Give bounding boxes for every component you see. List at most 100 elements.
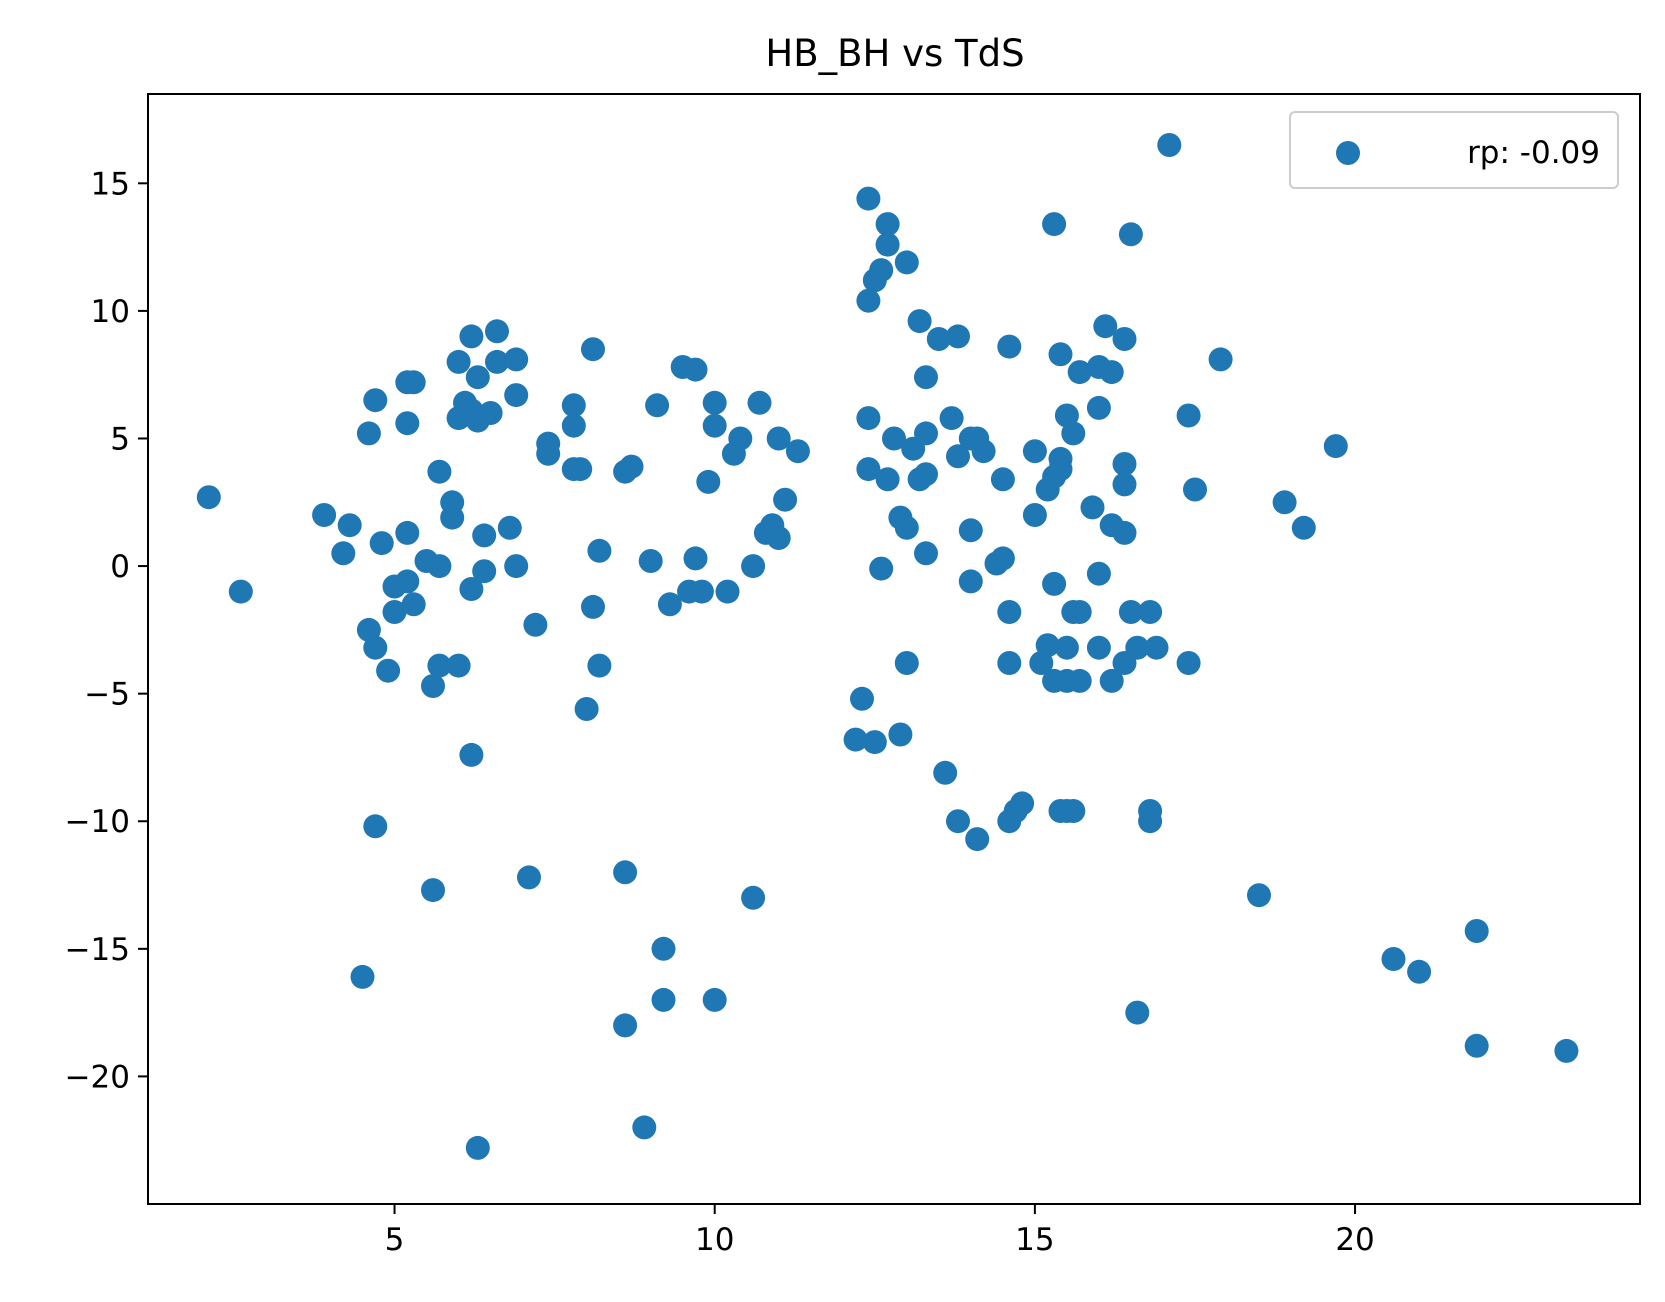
data-point xyxy=(363,388,388,413)
data-point xyxy=(914,541,938,566)
data-point xyxy=(862,730,887,755)
data-point xyxy=(702,413,727,438)
data-point xyxy=(395,569,420,594)
data-point xyxy=(1407,959,1432,984)
data-point xyxy=(702,987,727,1012)
data-point xyxy=(446,349,471,374)
x-tick-label: 20 xyxy=(1335,1222,1374,1258)
data-point xyxy=(401,592,426,617)
data-point xyxy=(1099,360,1124,385)
data-point xyxy=(1112,452,1137,476)
data-point xyxy=(715,579,740,604)
plot-area-frame xyxy=(147,93,1641,1205)
data-point xyxy=(683,546,708,571)
data-point xyxy=(1061,799,1086,823)
data-point xyxy=(1086,635,1111,660)
data-point xyxy=(1247,883,1271,908)
data-point xyxy=(331,541,356,566)
y-tick-label: 5 xyxy=(110,421,130,457)
data-point xyxy=(395,411,420,436)
data-point xyxy=(350,964,375,989)
data-point xyxy=(574,697,599,721)
data-point xyxy=(427,653,452,678)
data-point xyxy=(1086,395,1111,420)
data-point xyxy=(401,370,426,395)
data-point xyxy=(1125,1000,1150,1025)
data-point xyxy=(1176,403,1201,428)
data-point xyxy=(581,337,605,362)
data-point xyxy=(523,612,548,637)
data-point xyxy=(869,258,894,283)
data-point xyxy=(894,250,919,275)
data-point xyxy=(766,526,791,550)
data-point xyxy=(446,653,471,678)
data-point xyxy=(363,814,388,839)
data-point xyxy=(638,549,663,573)
data-point xyxy=(1093,314,1118,339)
data-point xyxy=(561,393,586,418)
data-point xyxy=(363,635,388,660)
data-point xyxy=(958,518,983,543)
data-point xyxy=(1144,635,1169,660)
data-point xyxy=(472,559,497,584)
legend-marker xyxy=(1336,141,1360,165)
data-point xyxy=(1118,600,1143,624)
ticks-layer: 5 10 15 20 15 10 5 0 −5 −10 −15 −20 xyxy=(65,166,1375,1258)
data-point xyxy=(568,457,593,482)
data-point xyxy=(1112,472,1137,497)
data-point xyxy=(1464,1033,1489,1058)
data-point xyxy=(337,513,362,538)
data-point xyxy=(1067,600,1092,624)
chart-title: HB_BH vs TdS xyxy=(765,32,1024,75)
data-point xyxy=(504,383,529,408)
data-point xyxy=(997,651,1022,675)
data-point xyxy=(1010,791,1035,816)
data-point xyxy=(645,393,670,418)
data-point xyxy=(657,592,682,617)
data-point xyxy=(1067,668,1092,693)
x-tick-label: 10 xyxy=(695,1222,734,1258)
y-tick-label: −20 xyxy=(65,1059,130,1095)
data-point xyxy=(1042,571,1067,596)
data-point xyxy=(766,426,791,451)
data-point xyxy=(312,503,337,527)
data-point xyxy=(369,531,394,556)
data-point xyxy=(395,520,420,545)
data-point xyxy=(683,357,708,382)
data-point xyxy=(651,936,676,961)
data-point xyxy=(990,467,1015,492)
data-point xyxy=(613,1013,638,1038)
data-point xyxy=(914,365,938,390)
data-point xyxy=(1112,327,1137,351)
data-point xyxy=(856,457,881,482)
data-point xyxy=(882,426,906,451)
data-point xyxy=(741,885,766,910)
data-point xyxy=(1080,495,1105,520)
data-point xyxy=(587,538,612,563)
data-point xyxy=(421,674,445,698)
data-point xyxy=(888,722,913,747)
data-point xyxy=(926,327,951,351)
y-tick-label: −5 xyxy=(84,677,130,713)
legend-box xyxy=(1289,111,1619,189)
data-point xyxy=(1112,520,1137,545)
data-point xyxy=(485,349,509,374)
data-point xyxy=(1048,457,1073,482)
legend-label: rp: -0.09 xyxy=(1467,135,1600,171)
data-point xyxy=(939,406,964,431)
data-point xyxy=(478,401,503,425)
data-point xyxy=(485,319,509,344)
data-point xyxy=(1061,421,1086,446)
data-point xyxy=(1022,439,1047,464)
data-point xyxy=(1323,434,1348,459)
data-point xyxy=(581,594,605,619)
data-point xyxy=(536,441,561,466)
data-point xyxy=(907,309,932,334)
x-tick-label: 5 xyxy=(385,1222,405,1258)
data-point xyxy=(843,727,868,752)
data-point xyxy=(1118,222,1143,247)
data-point xyxy=(1291,515,1316,540)
data-point xyxy=(465,365,490,390)
